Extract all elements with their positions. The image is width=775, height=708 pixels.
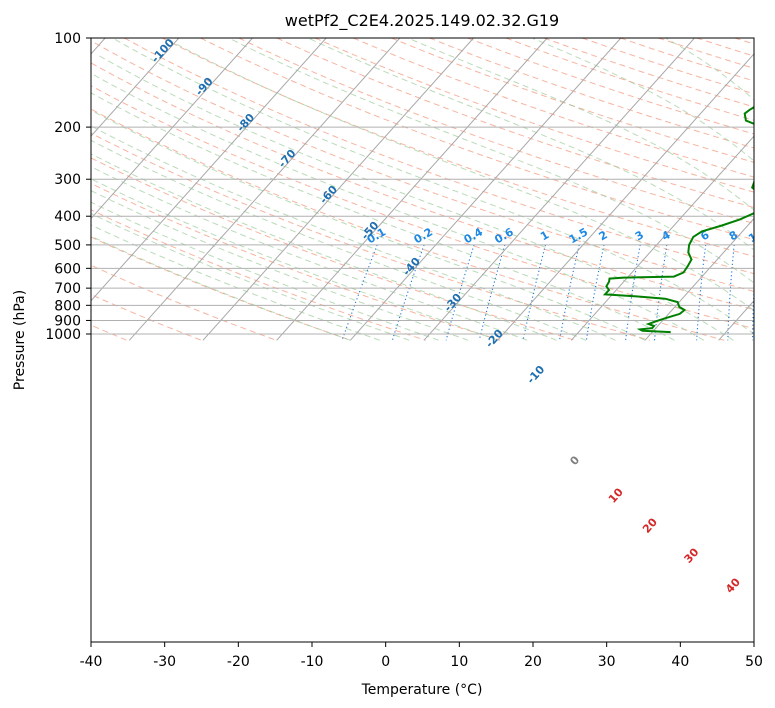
dry-adiabat-line <box>200 38 754 241</box>
isotherm-line <box>202 38 474 341</box>
mixing-ratio-line <box>625 244 641 341</box>
mixing-ratio-lines <box>341 244 754 341</box>
dry-adiabat-line <box>91 62 754 311</box>
moist-adiabat-line <box>99 55 734 341</box>
dry-adiabat-line <box>276 38 754 209</box>
x-tick-label: 0 <box>381 654 390 670</box>
dry-adiabat-line <box>391 38 754 163</box>
moist-adiabat-line <box>228 38 754 284</box>
x-tick-label: 40 <box>671 654 689 670</box>
isotherm-line <box>349 38 622 341</box>
isotherm-line <box>423 38 695 341</box>
mixing-ratio-line <box>341 244 378 341</box>
isotherms <box>91 38 754 341</box>
isobars <box>91 38 754 335</box>
moist-adiabat-line <box>91 109 646 341</box>
x-axis: -40 -30 -20 -10 0 10 20 30 40 50 <box>80 642 763 670</box>
y-tick-label: 1000 <box>45 327 81 343</box>
x-tick-label: -30 <box>153 654 176 670</box>
moist-adiabat-line <box>91 213 410 341</box>
mixing-ratio-label: 10 <box>746 226 766 245</box>
dry-adiabat-line <box>238 38 754 224</box>
x-tick-label: -20 <box>227 654 250 670</box>
dry-adiabat-line <box>91 85 754 330</box>
x-axis-label: Temperature (°C) <box>361 682 483 698</box>
x-tick-label: 50 <box>745 654 763 670</box>
isotherm-line <box>644 217 754 341</box>
moist-adiabat-line <box>91 178 498 341</box>
dry-adiabat-line <box>91 182 501 341</box>
moist-adiabat-line <box>91 201 439 341</box>
mixing-ratio-line <box>696 244 707 341</box>
moist-adiabat-line <box>91 190 469 341</box>
mixing-ratio-line <box>445 244 475 341</box>
dry-adiabat-line <box>505 38 754 121</box>
y-tick-label: 700 <box>54 281 81 297</box>
moist-adiabat-line <box>91 235 351 341</box>
mixing-ratio-line <box>558 244 580 341</box>
y-tick-label: 800 <box>54 298 81 314</box>
dry-adiabat-line <box>91 108 725 341</box>
y-tick-label: 500 <box>54 238 81 254</box>
y-tick-label: 300 <box>54 172 81 188</box>
isotherm-line <box>91 38 253 220</box>
mixing-ratio-line <box>727 244 735 341</box>
chart-title: wetPf2_C2E4.2025.149.02.32.G19 <box>285 11 559 31</box>
y-tick-label: 100 <box>54 31 81 47</box>
y-tick-label: 200 <box>54 120 81 136</box>
mixing-ratio-line <box>653 244 668 341</box>
mixing-ratio-line <box>585 244 605 341</box>
mixing-ratio-line <box>391 244 425 341</box>
dry-adiabat-line <box>91 132 650 341</box>
dry-adiabat-line <box>91 157 576 341</box>
dry-adiabat-line <box>314 38 754 193</box>
moist-adiabat-line <box>91 153 557 341</box>
y-axis-label: Pressure (hPa) <box>12 290 28 390</box>
moist-adiabat-line <box>307 38 754 251</box>
y-tick-label: 400 <box>54 209 81 225</box>
moist-adiabat-line <box>91 166 528 341</box>
x-tick-label: -40 <box>80 654 103 670</box>
isotherm-line <box>128 38 401 341</box>
dry-adiabat-line <box>582 38 754 95</box>
dry-adiabat-line <box>429 38 754 149</box>
isotherm-line <box>276 38 548 341</box>
isotherm-line <box>497 53 754 341</box>
x-tick-label: 30 <box>598 654 616 670</box>
x-tick-label: 10 <box>450 654 468 670</box>
plot-frame <box>90 37 755 643</box>
isotherm-line <box>570 135 754 341</box>
moist-adiabat-line <box>112 38 754 335</box>
isotherm-line <box>91 38 180 137</box>
isotherm-line <box>91 38 327 302</box>
x-tick-label: 20 <box>524 654 542 670</box>
y-tick-label: 600 <box>54 261 81 277</box>
dry-adiabat-line <box>124 38 754 275</box>
mixing-ratio-line <box>478 244 506 341</box>
x-tick-label: -10 <box>301 654 324 670</box>
dry-adiabat-line <box>91 40 754 292</box>
moist-adiabat-line <box>91 139 587 341</box>
y-tick-label: 900 <box>54 313 81 329</box>
